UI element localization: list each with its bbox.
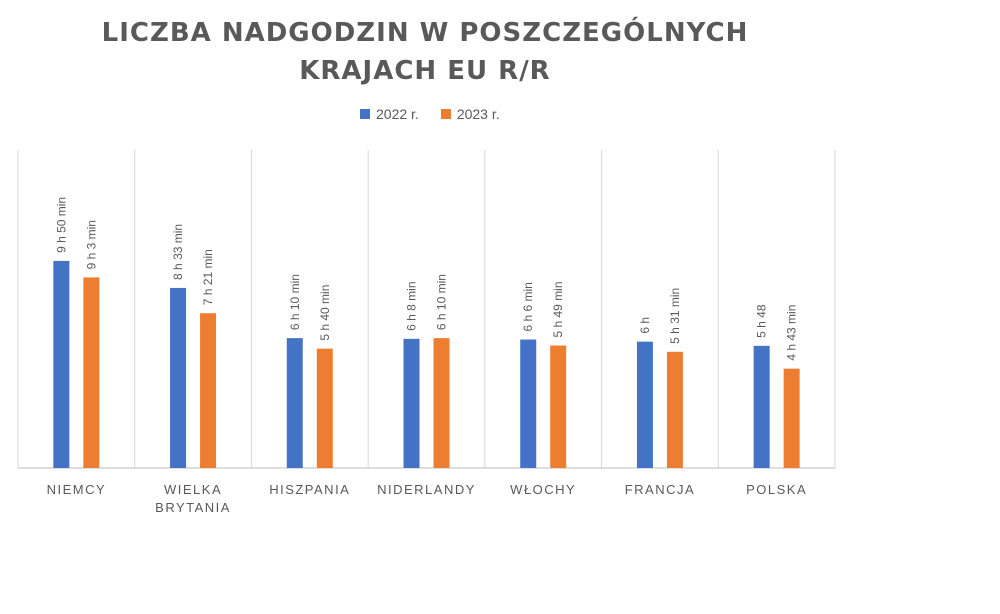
bar-2022 bbox=[636, 341, 653, 468]
bar-data-label: 9 h 50 min bbox=[54, 197, 68, 253]
category-label: WŁOCHY bbox=[510, 482, 576, 497]
bar-data-label: 4 h 43 min bbox=[785, 305, 799, 361]
bar-2022 bbox=[403, 338, 420, 468]
bar-2022 bbox=[170, 287, 187, 468]
bar-data-label: 5 h 48 bbox=[755, 304, 769, 338]
bar-data-label: 9 h 3 min bbox=[84, 220, 98, 269]
bar-2023 bbox=[433, 338, 450, 468]
legend: 2022 r. 2023 r. bbox=[360, 104, 522, 124]
bar-2023 bbox=[83, 277, 100, 468]
bar-data-label: 6 h 10 min bbox=[435, 274, 449, 330]
bar-2022 bbox=[520, 339, 537, 468]
bar-data-label: 6 h bbox=[638, 317, 652, 334]
legend-item-2022: 2022 r. bbox=[360, 106, 419, 122]
legend-label-2022: 2022 r. bbox=[376, 106, 419, 122]
bar-2023 bbox=[550, 345, 567, 468]
bar-2022 bbox=[53, 260, 70, 468]
bar-2023 bbox=[666, 351, 683, 468]
bar-data-label: 6 h 10 min bbox=[288, 274, 302, 330]
bar-2023 bbox=[783, 368, 800, 468]
legend-item-2023: 2023 r. bbox=[440, 106, 500, 122]
category-label: NIDERLANDY bbox=[377, 482, 476, 497]
category-label: POLSKA bbox=[746, 482, 807, 497]
bar-data-label: 7 h 21 min bbox=[201, 249, 215, 305]
chart-title: LICZBA NADGODZIN W POSZCZEGÓLNYCH KRAJAC… bbox=[101, 18, 749, 86]
bar-data-label: 5 h 31 min bbox=[668, 288, 682, 344]
bar-2022 bbox=[753, 345, 770, 468]
legend-swatch-2022 bbox=[360, 109, 370, 119]
legend-label-2023: 2023 r. bbox=[456, 106, 500, 122]
bar-2023 bbox=[200, 313, 217, 468]
category-label: WIELKA BRYTANIA bbox=[155, 482, 231, 515]
bar-data-label: 5 h 40 min bbox=[318, 285, 332, 341]
category-label: FRANCJA bbox=[625, 482, 695, 497]
legend-swatch-2023 bbox=[440, 109, 451, 119]
category-label: HISZPANIA bbox=[269, 482, 350, 497]
bar-data-label: 6 h 8 min bbox=[405, 281, 419, 330]
bar-data-label: 5 h 49 min bbox=[551, 281, 565, 337]
bar-2023 bbox=[316, 348, 333, 468]
category-label: NIEMCY bbox=[47, 482, 107, 497]
bar-data-label: 6 h 6 min bbox=[521, 282, 535, 331]
bar-2022 bbox=[286, 338, 303, 468]
bar-data-label: 8 h 33 min bbox=[171, 224, 185, 280]
